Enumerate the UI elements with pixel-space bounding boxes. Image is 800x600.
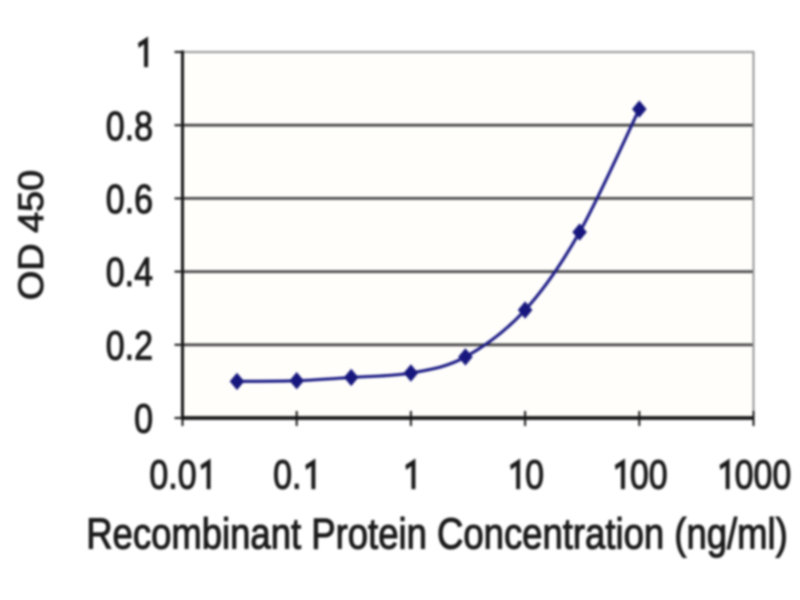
- svg-text:0.8: 0.8: [106, 103, 153, 149]
- svg-text:0.2: 0.2: [106, 322, 153, 368]
- svg-text:000: 000: [735, 452, 792, 498]
- svg-text:OD 450: OD 450: [11, 170, 50, 300]
- svg-text:0.4: 0.4: [106, 249, 153, 295]
- svg-text:0.0: 0.0: [149, 452, 196, 498]
- svg-text:0: 0: [525, 452, 544, 498]
- svg-text:Recombinant Protein Concentrat: Recombinant Protein Concentration (ng/ml…: [86, 509, 788, 558]
- svg-text:0.6: 0.6: [106, 176, 153, 222]
- svg-text:00: 00: [630, 452, 668, 498]
- svg-text:0: 0: [134, 396, 153, 442]
- svg-text:0.: 0.: [273, 452, 301, 498]
